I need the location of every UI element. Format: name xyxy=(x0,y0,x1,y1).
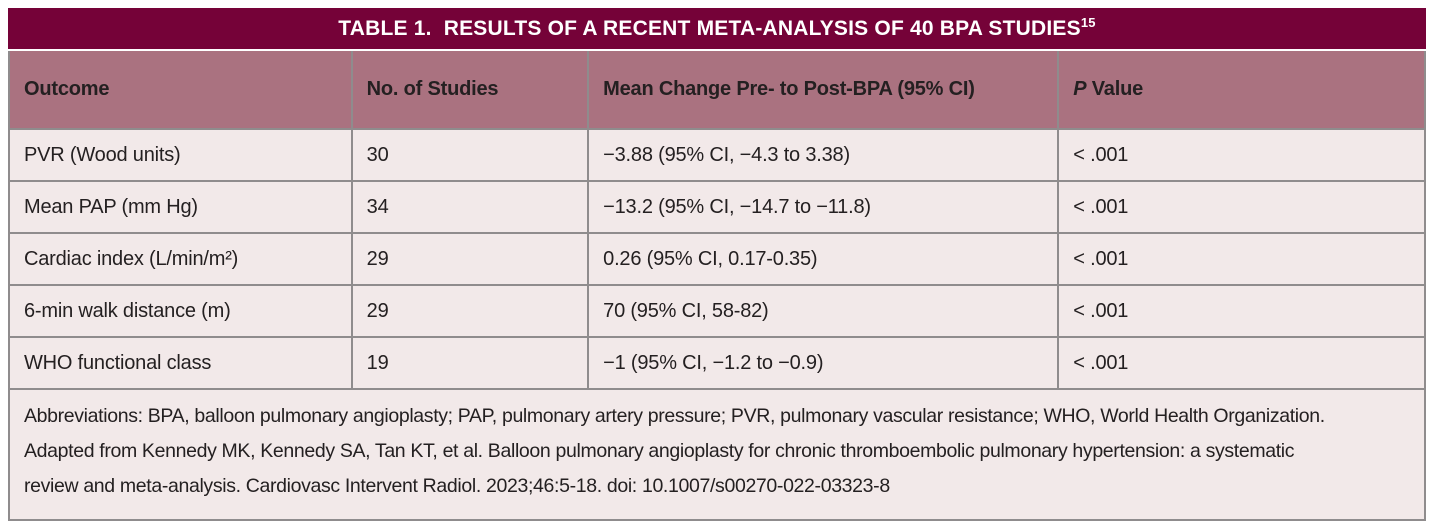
cell-no-of-studies: 34 xyxy=(350,180,590,234)
table-title-text: TABLE 1. RESULTS OF A RECENT META-ANALYS… xyxy=(338,16,1081,40)
p-value-italic-p: P xyxy=(1073,78,1087,100)
cell-p-value: < .001 xyxy=(1057,284,1426,338)
table-row: Mean PAP (mm Hg) 34 −13.2 (95% CI, −14.7… xyxy=(8,180,1426,234)
cell-outcome: Mean PAP (mm Hg) xyxy=(8,180,353,234)
footnote-row: Abbreviations: BPA, balloon pulmonary an… xyxy=(8,388,1426,521)
table-container: TABLE 1. RESULTS OF A RECENT META-ANALYS… xyxy=(8,8,1426,524)
cell-mean-change: 70 (95% CI, 58-82) xyxy=(587,284,1060,338)
cell-outcome: WHO functional class xyxy=(8,336,353,390)
cell-no-of-studies: 29 xyxy=(350,232,590,286)
p-value-rest: Value xyxy=(1086,78,1144,100)
table-title-superscript: 15 xyxy=(1080,14,1096,30)
cell-no-of-studies: 29 xyxy=(350,284,590,338)
table-row: Cardiac index (L/min/m²) 29 0.26 (95% CI… xyxy=(8,232,1426,286)
table-footnote: Abbreviations: BPA, balloon pulmonary an… xyxy=(8,388,1426,521)
cell-no-of-studies: 19 xyxy=(350,336,590,390)
column-header-mean-change: Mean Change Pre- to Post-BPA (95% CI) xyxy=(587,51,1060,130)
cell-p-value: < .001 xyxy=(1057,128,1426,182)
cell-mean-change: 0.26 (95% CI, 0.17-0.35) xyxy=(587,232,1060,286)
cell-p-value: < .001 xyxy=(1057,180,1426,234)
table-row: PVR (Wood units) 30 −3.88 (95% CI, −4.3 … xyxy=(8,128,1426,182)
footnote-line-citation-1: Adapted from Kennedy MK, Kennedy SA, Tan… xyxy=(24,440,1295,462)
footnote-line-abbreviations: Abbreviations: BPA, balloon pulmonary an… xyxy=(24,405,1325,427)
column-header-no-of-studies: No. of Studies xyxy=(350,51,590,130)
cell-mean-change: −1 (95% CI, −1.2 to −0.9) xyxy=(587,336,1060,390)
cell-mean-change: −3.88 (95% CI, −4.3 to 3.38) xyxy=(587,128,1060,182)
cell-no-of-studies: 30 xyxy=(350,128,590,182)
cell-outcome: 6-min walk distance (m) xyxy=(8,284,353,338)
table-title: TABLE 1. RESULTS OF A RECENT META-ANALYS… xyxy=(338,14,1096,41)
cell-p-value: < .001 xyxy=(1057,336,1426,390)
results-table: Outcome No. of Studies Mean Change Pre- … xyxy=(8,51,1426,521)
footnote-line-citation-2: review and meta-analysis. Cardiovasc Int… xyxy=(24,475,890,497)
cell-outcome: PVR (Wood units) xyxy=(8,128,353,182)
column-header-p-value: P Value xyxy=(1057,51,1426,130)
cell-mean-change: −13.2 (95% CI, −14.7 to −11.8) xyxy=(587,180,1060,234)
cell-p-value: < .001 xyxy=(1057,232,1426,286)
header-row: Outcome No. of Studies Mean Change Pre- … xyxy=(8,51,1426,130)
table-title-bar: TABLE 1. RESULTS OF A RECENT META-ANALYS… xyxy=(8,8,1426,49)
cell-outcome: Cardiac index (L/min/m²) xyxy=(8,232,353,286)
column-header-outcome: Outcome xyxy=(8,51,353,130)
table-row: 6-min walk distance (m) 29 70 (95% CI, 5… xyxy=(8,284,1426,338)
table-row: WHO functional class 19 −1 (95% CI, −1.2… xyxy=(8,336,1426,390)
